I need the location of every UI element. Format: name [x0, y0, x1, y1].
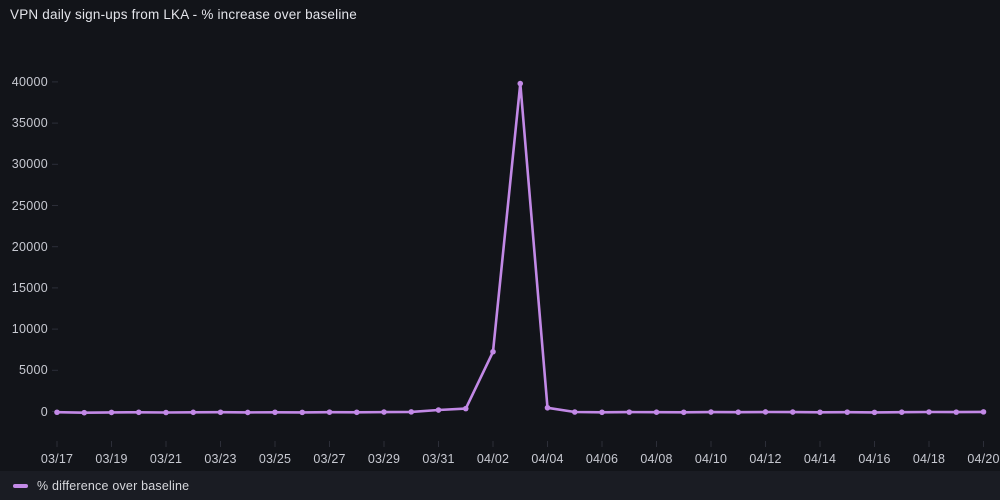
- line-chart-plot-area[interactable]: [0, 0, 1000, 470]
- data-point-marker: [299, 409, 306, 416]
- x-axis-tick-label: 04/08: [640, 452, 673, 466]
- data-point-marker: [408, 409, 415, 415]
- y-axis-tick-label: 35000: [11, 116, 48, 131]
- data-point-marker: [244, 409, 251, 416]
- data-point-marker: [272, 409, 278, 416]
- legend-series-marker-icon: [13, 483, 28, 488]
- data-point-marker: [626, 409, 633, 415]
- x-axis-tick-label: 04/06: [585, 452, 619, 466]
- x-axis-tick-label: 03/19: [95, 452, 128, 466]
- legend-series-label: % difference over baseline: [37, 478, 190, 493]
- data-point-marker: [898, 409, 905, 416]
- data-point-marker: [599, 409, 605, 416]
- x-axis-tick-label: 03/23: [204, 452, 237, 466]
- data-point-marker: [680, 409, 687, 416]
- x-axis-tick-label: 04/14: [803, 452, 837, 466]
- data-point-marker: [190, 409, 197, 416]
- data-point-marker: [462, 405, 469, 412]
- data-point-marker: [435, 407, 442, 413]
- data-point-marker: [871, 409, 878, 416]
- data-point-marker: [81, 409, 88, 416]
- x-axis-tick-label: 03/31: [422, 452, 455, 466]
- x-axis-tick-label: 03/29: [367, 452, 401, 466]
- data-point-marker: [135, 409, 142, 416]
- data-point-marker: [326, 409, 333, 415]
- data-point-marker: [54, 409, 60, 416]
- data-point-marker: [844, 409, 851, 415]
- data-point-marker: [217, 409, 224, 416]
- x-axis-tick-label: 03/17: [40, 452, 74, 466]
- y-axis-tick-label: 0: [40, 404, 48, 419]
- data-point-marker: [381, 409, 387, 415]
- series-line: [55, 82, 985, 415]
- data-point-marker: [353, 409, 360, 416]
- y-axis-tick-label: 40000: [11, 74, 48, 89]
- x-axis-tick-label: 04/02: [476, 452, 510, 466]
- x-axis-tick-label: 03/27: [313, 452, 346, 466]
- data-point-marker: [789, 409, 796, 415]
- data-point-marker: [762, 409, 769, 415]
- y-axis-tick-label: 15000: [11, 280, 48, 295]
- x-axis-tick-label: 03/21: [149, 452, 183, 466]
- x-axis-tick-label: 03/25: [258, 452, 292, 466]
- data-point-marker: [817, 409, 823, 416]
- legend: % difference over baseline: [0, 471, 1000, 500]
- y-axis-tick-label: 10000: [11, 322, 48, 337]
- x-axis-tick-label: 04/16: [858, 452, 891, 466]
- y-axis-tick-label: 5000: [18, 363, 48, 378]
- x-axis-tick-label: 04/18: [912, 452, 946, 466]
- data-point-marker: [571, 409, 578, 415]
- data-point-marker: [708, 409, 714, 415]
- y-axis-tick-label: 25000: [11, 198, 48, 213]
- x-axis-tick-label: 04/04: [531, 452, 564, 466]
- data-point-marker: [490, 348, 496, 355]
- data-point-marker: [108, 409, 115, 416]
- data-point-marker: [953, 409, 960, 415]
- x-axis-tick-label: 04/12: [749, 452, 782, 466]
- x-axis-tick-label: 04/10: [694, 452, 728, 466]
- data-point-marker: [926, 409, 932, 415]
- chart-title: VPN daily sign-ups from LKA - % increase…: [10, 7, 357, 22]
- y-axis-tick-label: 20000: [11, 239, 48, 254]
- data-point-marker: [653, 409, 660, 416]
- data-point-marker: [544, 404, 551, 411]
- data-point-marker: [980, 409, 987, 415]
- data-point-marker: [735, 409, 742, 416]
- data-point-marker: [517, 80, 524, 87]
- legend-item[interactable]: % difference over baseline: [13, 479, 189, 493]
- y-axis-tick-label: 30000: [11, 157, 48, 172]
- data-point-marker: [163, 409, 169, 416]
- x-axis-tick-label: 04/20: [967, 452, 1000, 466]
